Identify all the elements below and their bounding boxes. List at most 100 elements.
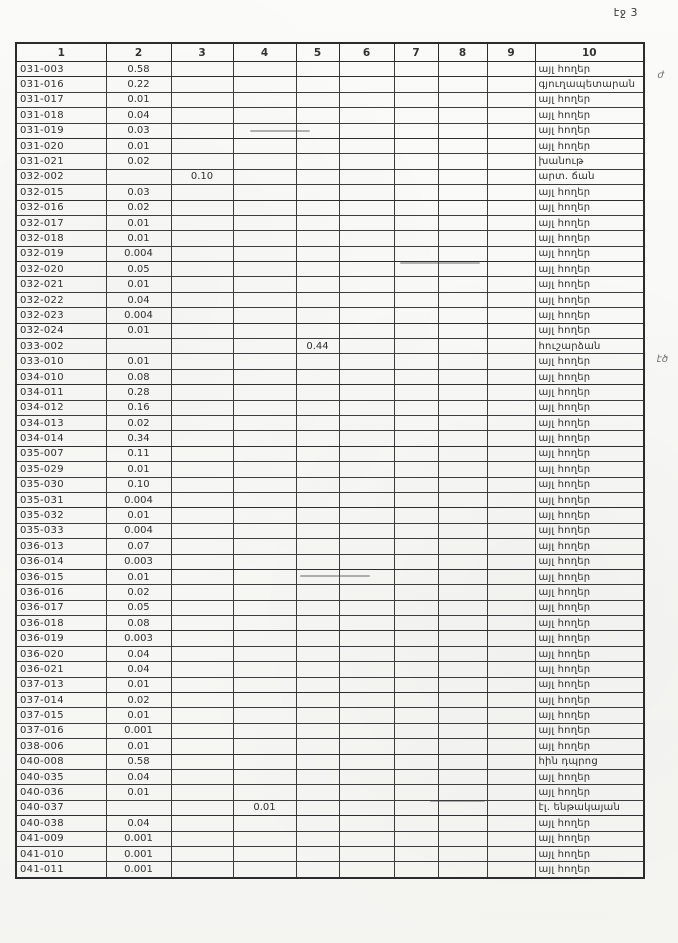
- cell-col2-area: 0.04: [105, 645, 172, 663]
- cell-col8: [437, 553, 488, 570]
- cell-col6: [338, 568, 395, 586]
- table-row: 031-003 0.58 այլ հողեր: [15, 60, 645, 78]
- cell-col8: [437, 445, 488, 463]
- cell-col3-area: [170, 568, 234, 586]
- cell-col9: [486, 399, 536, 416]
- cell-col6: [338, 322, 395, 340]
- cell-col3-area: [170, 430, 234, 447]
- cell-col6: [338, 584, 395, 601]
- cell-col4-area: [232, 445, 297, 463]
- cadastral-table: 1 2 3 4 5 6 7 8 9 10 031-003 0.58 այլ հողեր 031-0…: [15, 42, 645, 879]
- cell-col7: [393, 584, 439, 601]
- cell-col4-area: [232, 645, 297, 663]
- cell-col4-area: [232, 414, 297, 432]
- cell-col9: [486, 799, 536, 817]
- cell-col4-area: [232, 845, 297, 863]
- cell-land-use: հուշարձան: [534, 338, 645, 355]
- cell-col2-area: 0.10: [105, 476, 172, 493]
- column-header: 8: [437, 42, 488, 62]
- table-row: 036-013 0.07 այլ հողեր: [15, 538, 645, 555]
- cell-col5-area: [295, 414, 340, 432]
- cell-col9: [486, 60, 536, 78]
- cell-col9: [486, 584, 536, 601]
- cell-col8: [437, 384, 488, 401]
- cell-col5-area: [295, 307, 340, 324]
- cell-col2-area: [105, 799, 172, 817]
- cell-col3-area: [170, 153, 234, 170]
- cell-parcel-code: 032-023: [15, 307, 107, 324]
- cell-col4-area: 0.01: [232, 799, 297, 817]
- cell-col9: [486, 630, 536, 647]
- cell-col6: [338, 199, 395, 216]
- cell-parcel-code: 036-021: [15, 661, 107, 678]
- cell-col7: [393, 692, 439, 709]
- cell-col6: [338, 753, 395, 770]
- cell-col5-area: [295, 522, 340, 540]
- cell-col7: [393, 784, 439, 801]
- table-row: 040-035 0.04 այլ հողեր: [15, 768, 645, 786]
- cell-parcel-code: 031-019: [15, 122, 107, 139]
- cell-col6: [338, 738, 395, 755]
- cell-col4-area: [232, 60, 297, 78]
- cell-col5-area: [295, 445, 340, 463]
- cell-col8: [437, 661, 488, 678]
- cell-col4-area: [232, 630, 297, 647]
- cell-col8: [437, 168, 488, 186]
- cell-col8: [437, 461, 488, 478]
- cell-col2-area: 0.22: [105, 76, 172, 93]
- cell-parcel-code: 035-031: [15, 491, 107, 509]
- cell-col6: [338, 861, 395, 879]
- cell-parcel-code: 034-011: [15, 384, 107, 401]
- table-row: 037-014 0.02 այլ հողեր: [15, 692, 645, 709]
- cell-col4-area: [232, 584, 297, 601]
- cell-parcel-code: 034-010: [15, 368, 107, 386]
- table-row: 035-032 0.01 այլ հողեր: [15, 507, 645, 524]
- cell-parcel-code: 040-008: [15, 753, 107, 770]
- cell-col8: [437, 738, 488, 755]
- cell-col9: [486, 768, 536, 786]
- cell-col8: [437, 845, 488, 863]
- cell-col7: [393, 522, 439, 540]
- cell-land-use: այլ հողեր: [534, 599, 645, 617]
- cell-col8: [437, 91, 488, 109]
- cell-col7: [393, 445, 439, 463]
- cell-col8: [437, 676, 488, 694]
- cell-col2-area: 0.11: [105, 445, 172, 463]
- cell-col3-area: [170, 368, 234, 386]
- cell-col8: [437, 199, 488, 216]
- cell-col9: [486, 276, 536, 293]
- cell-parcel-code: 031-020: [15, 137, 107, 155]
- cell-col4-area: [232, 615, 297, 632]
- cell-col9: [486, 692, 536, 709]
- cell-col8: [437, 137, 488, 155]
- cell-col4-area: [232, 738, 297, 755]
- cell-col4-area: [232, 599, 297, 617]
- cell-col4-area: [232, 338, 297, 355]
- cell-col5-area: [295, 276, 340, 293]
- cell-col2-area: 0.003: [105, 553, 172, 570]
- cell-land-use: այլ հողեր: [534, 630, 645, 647]
- cell-col5-area: [295, 184, 340, 201]
- cell-col5-area: [295, 368, 340, 386]
- cell-land-use: այլ հողեր: [534, 845, 645, 863]
- cell-col5-area: [295, 722, 340, 740]
- cell-parcel-code: 035-030: [15, 476, 107, 493]
- cell-col7: [393, 168, 439, 186]
- cell-col4-area: [232, 522, 297, 540]
- cell-parcel-code: 036-020: [15, 645, 107, 663]
- cell-col5-area: [295, 137, 340, 155]
- cell-land-use: այլ հողեր: [534, 830, 645, 847]
- cell-parcel-code: 032-017: [15, 214, 107, 232]
- cell-col8: [437, 276, 488, 293]
- cell-land-use: այլ հողեր: [534, 353, 645, 370]
- cell-col6: [338, 168, 395, 186]
- cell-land-use: էլ. ենթակայան: [534, 799, 645, 817]
- cell-parcel-code: 041-010: [15, 845, 107, 863]
- cell-col4-area: [232, 261, 297, 278]
- cell-col4-area: [232, 245, 297, 263]
- table-row: 040-036 0.01 այլ հողեր: [15, 784, 645, 801]
- cell-col8: [437, 599, 488, 617]
- cell-col9: [486, 445, 536, 463]
- cell-col3-area: [170, 768, 234, 786]
- cell-col3-area: [170, 461, 234, 478]
